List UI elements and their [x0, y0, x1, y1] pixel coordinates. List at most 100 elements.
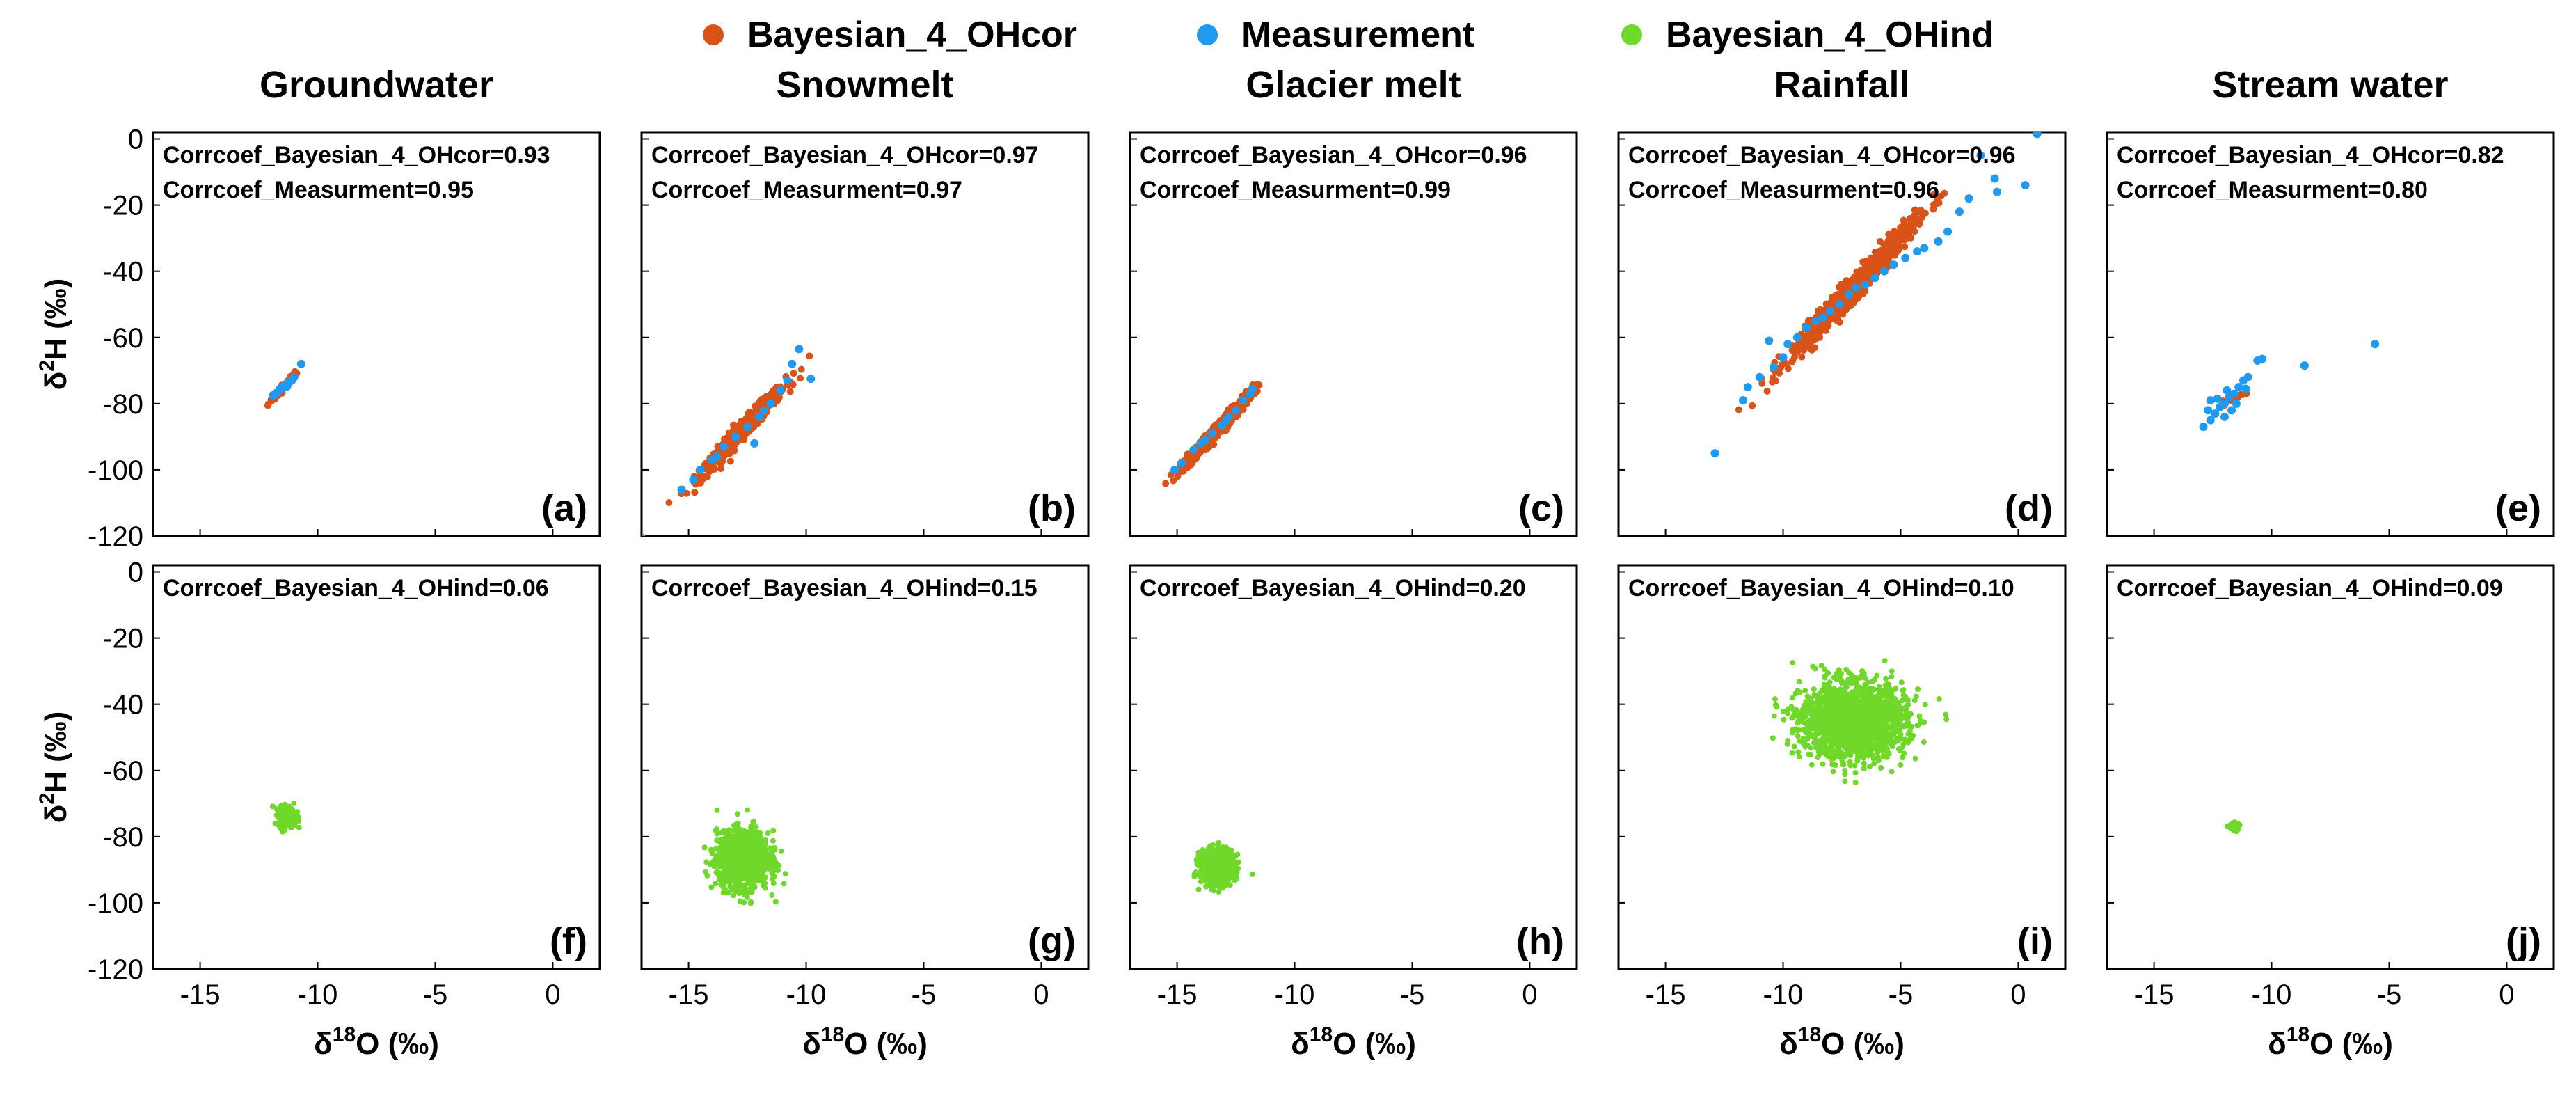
- point-bayesian-4-ohind: [286, 812, 292, 819]
- points-a: [264, 359, 305, 409]
- point-bayesian-4-ohcor: [797, 365, 805, 373]
- point-bayesian-4-ohcor: [1907, 234, 1915, 242]
- point-bayesian-4-ohind: [1898, 762, 1904, 768]
- correlation-annotation: Corrcoef_Measurment=0.80: [2117, 177, 2428, 203]
- point-bayesian-4-ohcor: [1880, 240, 1888, 248]
- point-bayesian-4-ohind: [782, 871, 788, 877]
- point-bayesian-4-ohind: [1822, 666, 1828, 672]
- point-bayesian-4-ohind: [286, 823, 292, 829]
- point-bayesian-4-ohind: [1862, 682, 1868, 688]
- point-bayesian-4-ohind: [1195, 871, 1201, 877]
- point-bayesian-4-ohind: [727, 883, 733, 890]
- correlation-annotation: Corrcoef_Measurment=0.97: [651, 177, 962, 203]
- point-bayesian-4-ohind: [716, 876, 722, 883]
- point-bayesian-4-ohcor: [1902, 227, 1909, 235]
- y-tick-label: -100: [88, 455, 143, 486]
- x-tick-label: -10: [298, 979, 338, 1010]
- point-measurement: [1743, 383, 1752, 392]
- point-measurement: [795, 345, 804, 354]
- point-bayesian-4-ohind: [1861, 765, 1867, 771]
- point-measurement: [1189, 446, 1198, 455]
- point-measurement: [1710, 449, 1719, 458]
- point-measurement: [2300, 361, 2309, 370]
- x-tick-label: -10: [786, 979, 827, 1010]
- point-measurement: [1964, 194, 1973, 203]
- point-bayesian-4-ohind: [1878, 765, 1884, 771]
- point-bayesian-4-ohind: [713, 881, 719, 887]
- point-measurement: [776, 386, 785, 395]
- point-bayesian-4-ohcor: [721, 435, 729, 443]
- point-bayesian-4-ohind: [1218, 874, 1225, 881]
- point-bayesian-4-ohcor: [1937, 192, 1945, 200]
- point-bayesian-4-ohind: [1216, 850, 1223, 856]
- point-measurement: [754, 412, 763, 421]
- point-measurement: [788, 359, 797, 368]
- point-bayesian-4-ohind: [1789, 750, 1795, 756]
- point-measurement: [1955, 207, 1964, 216]
- y-tick-label: -100: [88, 888, 143, 919]
- point-measurement: [1232, 406, 1241, 415]
- point-bayesian-4-ohind: [273, 812, 280, 819]
- point-measurement: [1765, 336, 1774, 345]
- point-measurement: [1792, 333, 1802, 342]
- point-bayesian-4-ohind: [1199, 864, 1205, 870]
- point-measurement: [1239, 396, 1248, 405]
- point-measurement: [750, 439, 759, 448]
- point-bayesian-4-ohind: [740, 863, 746, 869]
- point-measurement: [1845, 290, 1854, 299]
- y-tick-label: 0: [128, 558, 143, 588]
- column-title-rainfall: Rainfall: [1774, 64, 1909, 106]
- point-measurement: [2229, 389, 2239, 398]
- point-measurement: [766, 399, 775, 408]
- point-bayesian-4-ohind: [280, 828, 286, 835]
- point-measurement: [2213, 394, 2222, 403]
- point-bayesian-4-ohcor: [1910, 221, 1918, 229]
- point-bayesian-4-ohcor: [786, 388, 794, 395]
- point-bayesian-4-ohind: [750, 862, 756, 869]
- panel-label: (f): [550, 920, 587, 962]
- point-bayesian-4-ohcor: [789, 381, 797, 388]
- point-bayesian-4-ohind: [1875, 754, 1881, 760]
- point-bayesian-4-ohind: [733, 850, 740, 856]
- point-bayesian-4-ohind: [756, 872, 763, 879]
- panel-label: (a): [541, 487, 587, 529]
- point-measurement: [296, 359, 305, 368]
- point-bayesian-4-ohind: [713, 869, 719, 876]
- points-f: [270, 800, 302, 835]
- correlation-annotation: Corrcoef_Bayesian_4_OHcor=0.96: [1140, 142, 1527, 168]
- point-bayesian-4-ohcor: [1888, 241, 1895, 249]
- panel-label: (g): [1028, 920, 1076, 962]
- point-bayesian-4-ohcor: [1776, 369, 1783, 377]
- point-bayesian-4-ohind: [770, 876, 776, 882]
- point-measurement: [2206, 416, 2215, 425]
- point-measurement: [713, 452, 722, 461]
- points-g: [701, 807, 788, 906]
- panel-label: (d): [2005, 487, 2053, 529]
- point-measurement: [1779, 353, 1788, 362]
- point-bayesian-4-ohind: [737, 880, 743, 886]
- point-bayesian-4-ohind: [1891, 697, 1897, 703]
- point-measurement: [2211, 409, 2220, 418]
- point-bayesian-4-ohcor: [806, 352, 813, 360]
- point-measurement: [2258, 354, 2267, 363]
- point-bayesian-4-ohind: [294, 817, 301, 823]
- point-measurement: [1201, 436, 1210, 445]
- point-bayesian-4-ohcor: [717, 465, 724, 473]
- point-bayesian-4-ohind: [1230, 875, 1236, 881]
- point-bayesian-4-ohind: [1211, 862, 1218, 869]
- plot-frame: [152, 131, 601, 537]
- point-bayesian-4-ohcor: [1811, 344, 1819, 352]
- point-bayesian-4-ohind: [719, 852, 725, 858]
- point-bayesian-4-ohind: [1796, 679, 1802, 685]
- point-bayesian-4-ohind: [714, 860, 720, 867]
- legend-item-bayesian-ind: Bayesian_4_OHind: [1621, 7, 1994, 63]
- point-measurement: [1943, 227, 1953, 236]
- point-bayesian-4-ohcor: [264, 400, 272, 408]
- point-measurement: [1755, 372, 1764, 381]
- plot-frame: [1617, 564, 2067, 970]
- point-measurement: [1993, 187, 2002, 196]
- point-bayesian-4-ohcor: [1189, 457, 1197, 464]
- point-measurement: [806, 375, 816, 384]
- point-measurement: [2199, 423, 2208, 432]
